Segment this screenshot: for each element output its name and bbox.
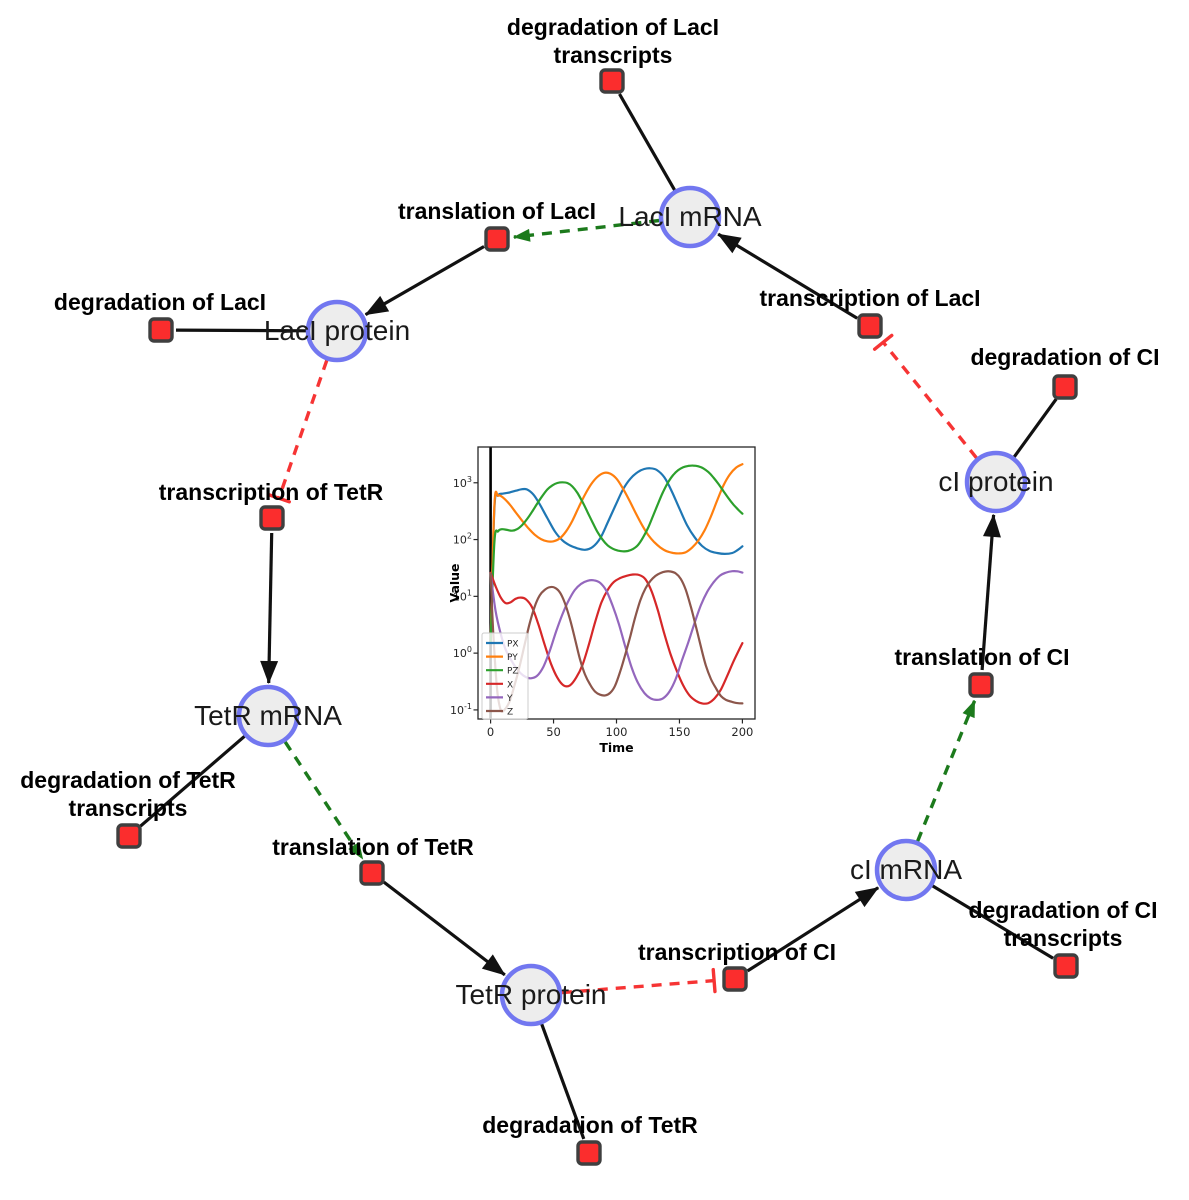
edge-inhibition-tetr-protein-transc-ci [561, 967, 717, 995]
reaction-node-transc-laci [857, 313, 883, 339]
series-line-PZ [489, 464, 744, 645]
species-node-tetr-mrna [236, 684, 300, 748]
series-line-PY [489, 463, 744, 645]
species-node-laci-protein [305, 299, 369, 363]
x-tick-label: 100 [606, 725, 628, 739]
reaction-node-deg-laci-tx [599, 68, 625, 94]
reaction-node-deg-laci [148, 317, 174, 343]
y-tick-label: 10-1 [450, 702, 472, 717]
edge-consumption-tetr-mrna-deg-tetr-tx [139, 735, 246, 828]
species-node-tetr-protein [499, 963, 563, 1027]
series-line-X [489, 571, 744, 705]
edge-production-transc-tetr-tetr-mrna [260, 532, 279, 684]
reaction-node-transc-tetr [259, 505, 285, 531]
x-tick-label: 200 [731, 725, 753, 739]
edge-consumption-laci-protein-deg-laci [175, 328, 307, 333]
legend-box [481, 632, 529, 720]
edge-catalysis-laci-mrna-trans-laci [512, 218, 660, 242]
y-tick-label: 101 [453, 588, 472, 603]
species-node-ci-mrna [874, 838, 938, 902]
x-tick-label: 150 [668, 725, 690, 739]
edge-production-trans-laci-laci-protein [364, 245, 485, 316]
x-axis-title: Time [599, 740, 633, 755]
reaction-node-trans-ci [968, 672, 994, 698]
reaction-node-trans-laci [484, 226, 510, 252]
y-tick-label: 103 [453, 475, 472, 490]
x-tick-label: 0 [487, 725, 494, 739]
edge-production-transc-laci-laci-mrna [717, 232, 859, 320]
y-axis-title: Value [450, 563, 462, 602]
edge-inhibition-laci-protein-transc-tetr [266, 359, 329, 504]
edge-consumption-tetr-protein-deg-tetr [540, 1023, 586, 1140]
series-line-PX [489, 467, 744, 645]
timecourse-inset-chart: 0 50 100 150 200 10-1 100 101 102 103 Time Value PX P… [450, 435, 772, 765]
edge-catalysis-ci-mrna-trans-ci [916, 699, 977, 842]
reaction-node-deg-ci-tx [1053, 953, 1079, 979]
legend-label-Z: Z [507, 708, 513, 718]
edge-consumption-ci-protein-deg-ci [1012, 398, 1058, 458]
x-tick-label: 50 [546, 725, 561, 739]
reaction-node-transc-ci [722, 966, 748, 992]
y-tick-label: 102 [453, 532, 472, 547]
edge-consumption-ci-mrna-deg-ci-tx [931, 884, 1054, 960]
legend-label-PZ: PZ [507, 667, 519, 677]
edge-production-transc-ci-ci-mrna [746, 886, 880, 973]
species-node-ci-protein [964, 450, 1028, 514]
edge-production-trans-tetr-tetr-protein [382, 880, 506, 977]
reaction-node-deg-tetr [576, 1140, 602, 1166]
edge-inhibition-ci-protein-transc-laci [872, 333, 978, 459]
legend-label-X: X [507, 680, 513, 690]
axes-frame [477, 446, 756, 720]
reaction-node-deg-ci [1052, 374, 1078, 400]
legend-label-PX: PX [507, 640, 519, 650]
edge-catalysis-tetr-mrna-trans-tetr [283, 740, 365, 860]
edge-consumption-laci-mrna-deg-laci-tx [618, 93, 676, 191]
y-tick-label: 100 [453, 645, 472, 660]
edge-production-trans-ci-ci-protein [980, 513, 1001, 671]
legend-label-PY: PY [507, 653, 518, 663]
legend-label-Y: Y [506, 694, 513, 704]
reaction-node-trans-tetr [359, 860, 385, 886]
species-node-laci-mrna [658, 185, 722, 249]
reaction-node-deg-tetr-tx [116, 823, 142, 849]
